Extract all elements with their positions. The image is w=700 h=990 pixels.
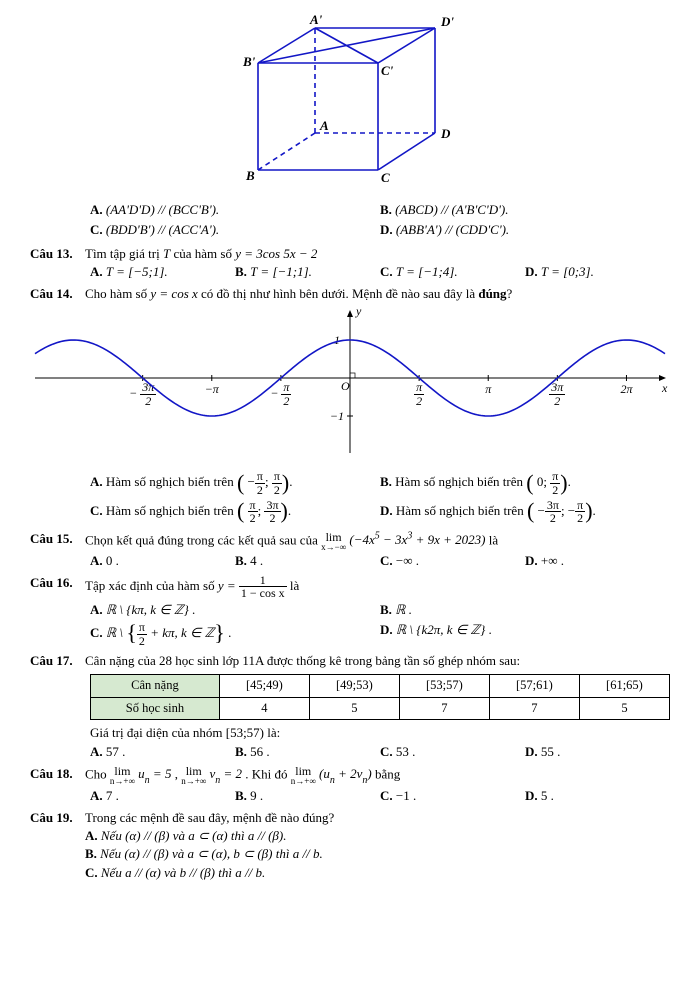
svg-text:x: x	[661, 381, 668, 395]
opt-d: D. Hàm số nghịch biến trên ( −3π2; −π2).	[380, 498, 670, 526]
q13-options: A. T = [−5;1]. B. T = [−1;1]. C. T = [−1…	[90, 263, 670, 281]
svg-text:2π: 2π	[620, 382, 633, 396]
q17-options: A. 57 . B. 56 . C. 53 . D. 55 .	[90, 743, 670, 761]
svg-text:A: A	[319, 118, 329, 133]
q12-options: A. (AA'D'D) // (BCC'B'). B. (ABCD) // (A…	[90, 200, 670, 240]
question-14: Câu 14. Cho hàm số y = cos x có đồ thị n…	[30, 285, 670, 303]
q14-label: Câu 14.	[30, 285, 85, 303]
cos-graph: Oyx1−1− 3π2−π− π2π2π3π22π	[30, 303, 670, 463]
svg-text:−1: −1	[330, 409, 344, 423]
opt-a: A. 7 .	[90, 787, 235, 805]
opt-c: C. Nếu a // (α) và b // (β) thì a // b.	[85, 864, 670, 882]
q18-label: Câu 18.	[30, 765, 85, 783]
svg-text:O: O	[341, 379, 350, 393]
svg-text:A': A'	[309, 15, 323, 27]
q15-options: A. 0 . B. 4 . C. −∞ . D. +∞ .	[90, 552, 670, 570]
cube-diagram: A B C D A' B' C' D'	[30, 15, 670, 188]
svg-text:C': C'	[381, 63, 394, 78]
svg-text:y: y	[355, 304, 362, 318]
opt-a: A. ℝ \ {kπ, k ∈ ℤ} .	[90, 600, 380, 620]
q19-label: Câu 19.	[30, 809, 85, 827]
q18-options: A. 7 . B. 9 . C. −1 . D. 5 .	[90, 787, 670, 805]
opt-c: C. −∞ .	[380, 552, 525, 570]
q17-table-wrap: Cân nặng [45;49) [49;53) [53;57) [57;61)…	[90, 674, 670, 742]
opt-b: B. Nếu (α) // (β) và a ⊂ (α), b ⊂ (β) th…	[85, 845, 670, 863]
q13-label: Câu 13.	[30, 245, 85, 263]
frequency-table: Cân nặng [45;49) [49;53) [53;57) [57;61)…	[90, 674, 670, 720]
question-17: Câu 17. Cân nặng của 28 học sinh lớp 11A…	[30, 652, 670, 670]
question-13: Câu 13. Tìm tập giá trị T của hàm số y =…	[30, 245, 670, 263]
svg-text:B': B'	[242, 54, 256, 69]
svg-text:1: 1	[334, 333, 340, 347]
q16-body: Tập xác định của hàm số y = 11 − cos x l…	[85, 574, 670, 600]
opt-b: B. 9 .	[235, 787, 380, 805]
opt-b: B. T = [−1;1].	[235, 263, 380, 281]
question-16: Câu 16. Tập xác định của hàm số y = 11 −…	[30, 574, 670, 600]
opt-c: C. −1 .	[380, 787, 525, 805]
q18-body: Cho limn→+∞ un = 5 , limn→+∞ vn = 2 . Kh…	[85, 765, 670, 787]
q17-label: Câu 17.	[30, 652, 85, 670]
q14-body: Cho hàm số y = cos x có đồ thị như hình …	[85, 285, 670, 303]
opt-d: D. 55 .	[525, 743, 670, 761]
hdr-weight: Cân nặng	[91, 675, 220, 698]
opt-b: B. ℝ .	[380, 600, 670, 620]
opt-a: A. T = [−5;1].	[90, 263, 235, 281]
q16-label: Câu 16.	[30, 574, 85, 592]
q19-body: Trong các mệnh đề sau đây, mệnh đề nào đ…	[85, 809, 670, 882]
svg-text:C: C	[381, 170, 390, 183]
opt-b: B. Hàm số nghịch biến trên ( 0; π2).	[380, 469, 670, 497]
svg-text:D': D'	[440, 15, 454, 29]
question-19: Câu 19. Trong các mệnh đề sau đây, mệnh …	[30, 809, 670, 882]
question-18: Câu 18. Cho limn→+∞ un = 5 , limn→+∞ vn …	[30, 765, 670, 787]
opt-c: C. Hàm số nghịch biến trên ( π2; 3π2).	[90, 498, 380, 526]
opt-c: C. T = [−1;4].	[380, 263, 525, 281]
svg-text:D: D	[440, 126, 451, 141]
opt-d: D. +∞ .	[525, 552, 670, 570]
q15-label: Câu 15.	[30, 530, 85, 548]
opt-b: B. 4 .	[235, 552, 380, 570]
opt-b: B. 56 .	[235, 743, 380, 761]
opt-d: D. T = [0;3].	[525, 263, 670, 281]
opt-c: C. 53 .	[380, 743, 525, 761]
svg-text:−π: −π	[205, 382, 220, 396]
question-15: Câu 15. Chọn kết quả đúng trong các kết …	[30, 530, 670, 552]
opt-a: A. 0 .	[90, 552, 235, 570]
q17-body: Cân nặng của 28 học sinh lớp 11A được th…	[85, 652, 670, 670]
option-d: D. (ABB'A') // (CDD'C').	[380, 220, 670, 240]
opt-a: A. Nếu (α) // (β) và a ⊂ (α) thì a // (β…	[85, 827, 670, 845]
svg-text:π: π	[485, 382, 492, 396]
q17-prompt: Giá trị đại diện của nhóm [53;57) là:	[90, 724, 670, 742]
option-b: B. (ABCD) // (A'B'C'D').	[380, 200, 670, 220]
hdr-count: Số học sinh	[91, 697, 220, 720]
opt-c: C. ℝ \ {π2 + kπ, k ∈ ℤ} .	[90, 620, 380, 648]
q16-options: A. ℝ \ {kπ, k ∈ ℤ} . B. ℝ . C. ℝ \ {π2 +…	[90, 600, 670, 648]
opt-d: D. 5 .	[525, 787, 670, 805]
option-c: C. (BDD'B') // (ACC'A').	[90, 220, 380, 240]
option-a: A. (AA'D'D) // (BCC'B').	[90, 200, 380, 220]
opt-a: A. Hàm số nghịch biến trên ( −π2; π2).	[90, 469, 380, 497]
opt-d: D. ℝ \ {k2π, k ∈ ℤ} .	[380, 620, 670, 648]
svg-text:B: B	[245, 168, 255, 183]
q15-body: Chọn kết quả đúng trong các kết quả sau …	[85, 530, 670, 552]
opt-a: A. 57 .	[90, 743, 235, 761]
q13-body: Tìm tập giá trị T của hàm số y = 3cos 5x…	[85, 245, 670, 263]
q14-options: A. Hàm số nghịch biến trên ( −π2; π2). B…	[90, 469, 670, 525]
